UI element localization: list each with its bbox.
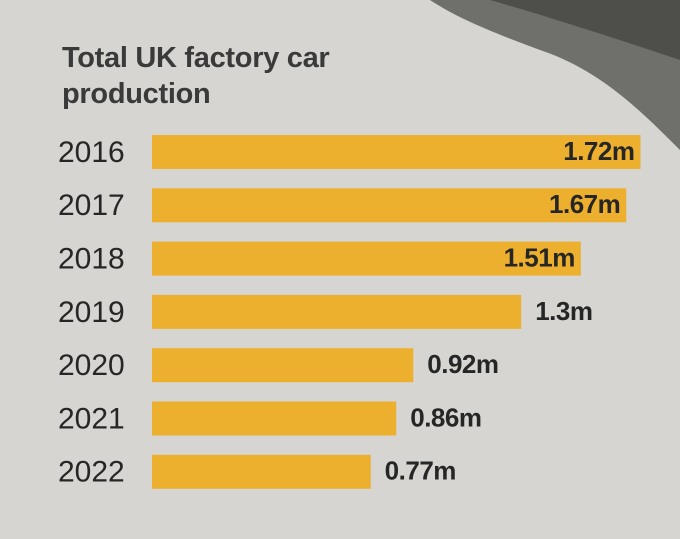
bar [152, 348, 414, 383]
value-label: 1.51m [504, 242, 575, 272]
bar [152, 454, 371, 489]
y-tick-label: 2021 [58, 402, 125, 435]
value-label: 0.77m [385, 456, 456, 486]
bar [152, 294, 522, 329]
y-tick-label: 2016 [58, 136, 125, 169]
y-tick-label: 2020 [58, 349, 125, 382]
y-tick-label: 2017 [58, 189, 125, 222]
chart-title: Total UK factory car production [62, 42, 330, 110]
value-label: 1.3m [535, 296, 592, 326]
value-label: 1.72m [563, 136, 634, 166]
y-tick-label: 2019 [58, 296, 125, 329]
value-label: 0.92m [427, 349, 498, 379]
value-label: 0.86m [410, 402, 481, 432]
bar [152, 188, 627, 223]
bar [152, 241, 581, 276]
value-label: 1.67m [549, 189, 620, 219]
bar [152, 135, 641, 169]
y-tick-label: 2022 [58, 456, 125, 489]
bar [152, 401, 397, 436]
y-tick-label: 2018 [58, 243, 125, 276]
